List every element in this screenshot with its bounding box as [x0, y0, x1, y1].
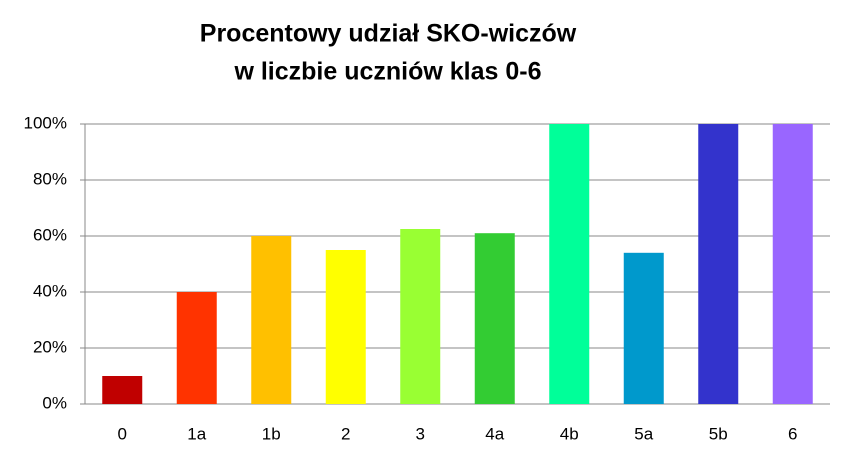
- chart-title: w liczbie uczniów klas 0-6: [233, 58, 541, 86]
- x-tick-label: 1a: [187, 424, 206, 443]
- bar: [102, 376, 143, 404]
- y-tick-label: 60%: [33, 225, 67, 244]
- bar: [772, 124, 813, 404]
- bar: [549, 124, 590, 404]
- bar: [325, 250, 366, 404]
- chart-title: Procentowy udział SKO-wiczów: [200, 20, 577, 48]
- bar: [698, 124, 739, 404]
- x-tick-label: 3: [416, 424, 425, 443]
- bar: [623, 252, 664, 404]
- bar: [474, 233, 515, 404]
- x-tick-label: 4b: [560, 424, 579, 443]
- x-tick-label: 0: [118, 424, 127, 443]
- bar: [251, 236, 292, 404]
- x-tick-label: 4a: [485, 424, 504, 443]
- bar: [400, 229, 441, 404]
- bar: [176, 292, 217, 404]
- y-tick-label: 20%: [33, 337, 67, 356]
- x-tick-label: 5b: [709, 424, 728, 443]
- y-tick-label: 40%: [33, 281, 67, 300]
- x-tick-label: 2: [341, 424, 350, 443]
- y-tick-label: 0%: [42, 393, 67, 412]
- y-tick-label: 80%: [33, 169, 67, 188]
- x-tick-label: 5a: [634, 424, 653, 443]
- x-tick-label: 1b: [262, 424, 281, 443]
- y-tick-label: 100%: [24, 113, 67, 132]
- x-tick-label: 6: [788, 424, 797, 443]
